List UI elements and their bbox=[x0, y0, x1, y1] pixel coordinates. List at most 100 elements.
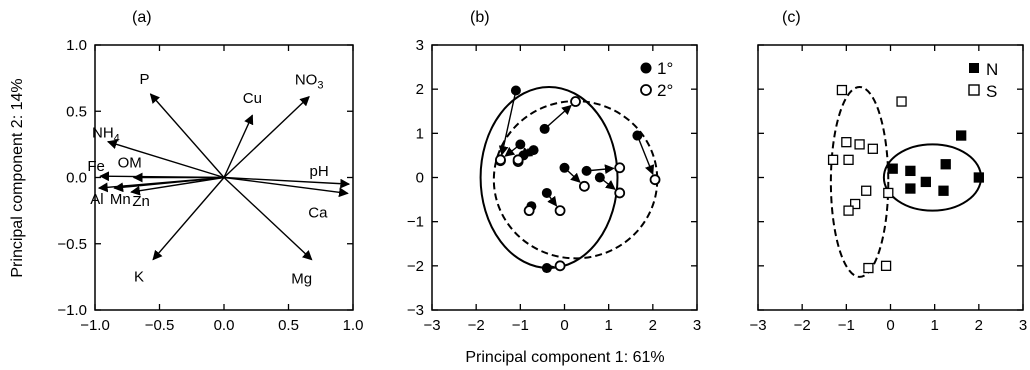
loading-label-ca: Ca bbox=[308, 204, 328, 221]
loading-arrow-no bbox=[223, 96, 310, 179]
panel-a-xtick-label: 0.0 bbox=[214, 317, 235, 334]
point-primary bbox=[541, 263, 552, 274]
point-primary bbox=[581, 165, 592, 176]
panel-b-ytick-label: 0 bbox=[416, 170, 424, 187]
panel-b-scatter: (b) −3 −2 −1 0 1 2 3 −3 −2 −1 0 1 2 3 1° 2° bbox=[407, 9, 701, 334]
panel-c-xtick-label: −1 bbox=[838, 317, 855, 334]
point-secondary bbox=[554, 205, 566, 217]
panel-b-xtick-label: −3 bbox=[423, 317, 440, 334]
loading-label-text: Mg bbox=[291, 271, 312, 288]
point-n bbox=[905, 183, 916, 194]
loading-label-subscript: 3 bbox=[317, 80, 323, 92]
loading-label-text: Zn bbox=[132, 193, 150, 210]
panel-a-ytick-label: −0.5 bbox=[57, 236, 87, 253]
legend-n-marker bbox=[969, 63, 979, 73]
pair-arrow bbox=[636, 135, 655, 176]
y-axis-label: Principal component 2: 14% bbox=[9, 78, 26, 277]
point-primary bbox=[528, 145, 539, 156]
panel-b-ytick-label: −2 bbox=[407, 258, 424, 275]
legend-2-marker bbox=[640, 84, 652, 96]
loading-label-subscript: 4 bbox=[114, 133, 120, 145]
panel-c-xtick-label: 1 bbox=[930, 317, 938, 334]
legend-1-label: 1° bbox=[657, 59, 673, 78]
panel-b-ytick-label: 2 bbox=[416, 81, 424, 98]
point-secondary bbox=[495, 154, 506, 166]
panel-b-label: (b) bbox=[470, 9, 490, 26]
panel-a-ytick-label: 1.0 bbox=[66, 37, 87, 54]
loading-label-text: P bbox=[139, 71, 149, 88]
point-secondary bbox=[649, 174, 661, 186]
legend-s-label: S bbox=[986, 82, 997, 101]
panel-c-xtick-label: 3 bbox=[1019, 317, 1027, 334]
panel-c-legend: N S bbox=[968, 60, 998, 101]
ellipse-secondary bbox=[492, 100, 659, 260]
panel-b-ytick-label: 3 bbox=[416, 37, 424, 54]
point-s bbox=[843, 154, 854, 165]
point-s bbox=[827, 154, 839, 165]
loading-label-text: Al bbox=[90, 191, 103, 208]
loading-label-p: P bbox=[139, 71, 149, 88]
point-secondary bbox=[554, 260, 566, 272]
point-primary bbox=[510, 85, 521, 96]
loading-arrow-ca bbox=[223, 176, 349, 198]
loading-arrow-zn bbox=[130, 176, 225, 196]
point-n bbox=[920, 176, 931, 188]
loading-arrow-mg bbox=[223, 176, 313, 261]
point-primary bbox=[594, 172, 605, 183]
loading-label-zn: Zn bbox=[132, 193, 150, 210]
point-n bbox=[887, 163, 898, 174]
panel-b-ytick-label: 1 bbox=[416, 125, 424, 142]
panel-a-biplot: (a) −1.0 −0.5 0.0 0.5 1.0 −1.0 −0.5 0.0 0.5 1.0 P… bbox=[57, 9, 363, 334]
point-secondary bbox=[523, 205, 535, 217]
loading-label-text: NH bbox=[92, 125, 114, 142]
point-secondary bbox=[614, 187, 626, 199]
loading-label-text: Mn bbox=[110, 191, 131, 208]
panel-b-xtick-label: 2 bbox=[649, 317, 657, 334]
loading-label-text: Cu bbox=[243, 90, 262, 107]
point-primary bbox=[559, 162, 570, 173]
panel-b-xtick-label: 1 bbox=[604, 317, 612, 334]
panel-b-xtick-label: −1 bbox=[512, 317, 529, 334]
panel-a-xtick-label: 0.5 bbox=[278, 317, 299, 334]
point-s bbox=[867, 143, 878, 154]
panel-c-xtick-label: −2 bbox=[794, 317, 811, 334]
loading-label-text: Ca bbox=[308, 204, 328, 221]
point-secondary bbox=[578, 180, 590, 192]
pair-arrow bbox=[544, 104, 572, 130]
panel-a-xtick-label: −1.0 bbox=[80, 317, 110, 334]
panel-a-xtick-label: 1.0 bbox=[343, 317, 364, 334]
loading-arrow-p bbox=[149, 93, 225, 178]
point-n bbox=[956, 130, 967, 141]
panel-c-xtick-label: 2 bbox=[975, 317, 983, 334]
panel-a-xtick-label: −0.5 bbox=[145, 317, 175, 334]
loading-label-al: Al bbox=[90, 191, 103, 208]
point-s bbox=[843, 205, 854, 216]
point-n bbox=[905, 165, 916, 177]
loading-arrow-nh bbox=[106, 139, 225, 179]
loading-label-mg: Mg bbox=[291, 271, 312, 288]
loading-label-text: pH bbox=[310, 163, 329, 180]
point-s bbox=[883, 187, 894, 199]
point-primary bbox=[539, 123, 550, 134]
loading-label-text: NO bbox=[295, 72, 318, 89]
loading-label-k: K bbox=[134, 269, 144, 286]
point-s bbox=[880, 260, 892, 271]
ellipse-s bbox=[829, 85, 890, 278]
loading-label-cu: Cu bbox=[243, 90, 262, 107]
panel-b-xtick-label: −2 bbox=[468, 317, 485, 334]
panel-b-ytick-label: −1 bbox=[407, 214, 424, 231]
point-s bbox=[854, 139, 865, 150]
panel-c-scatter: (c) −3 −2 −1 0 1 2 3 N S bbox=[749, 9, 1027, 334]
loading-label-om: OM bbox=[118, 155, 142, 172]
panel-b-legend: 1° 2° bbox=[640, 59, 673, 100]
loading-label-fe: Fe bbox=[87, 158, 105, 175]
legend-s-marker bbox=[968, 84, 980, 96]
legend-2-label: 2° bbox=[657, 81, 673, 100]
pair-arrow bbox=[498, 90, 517, 156]
point-s bbox=[836, 84, 848, 96]
panel-b-xtick-label: 3 bbox=[693, 317, 701, 334]
panel-c-xtick-label: 0 bbox=[886, 317, 894, 334]
point-s bbox=[896, 96, 907, 107]
loading-label-no: NO3 bbox=[295, 72, 324, 92]
point-secondary bbox=[570, 96, 581, 107]
